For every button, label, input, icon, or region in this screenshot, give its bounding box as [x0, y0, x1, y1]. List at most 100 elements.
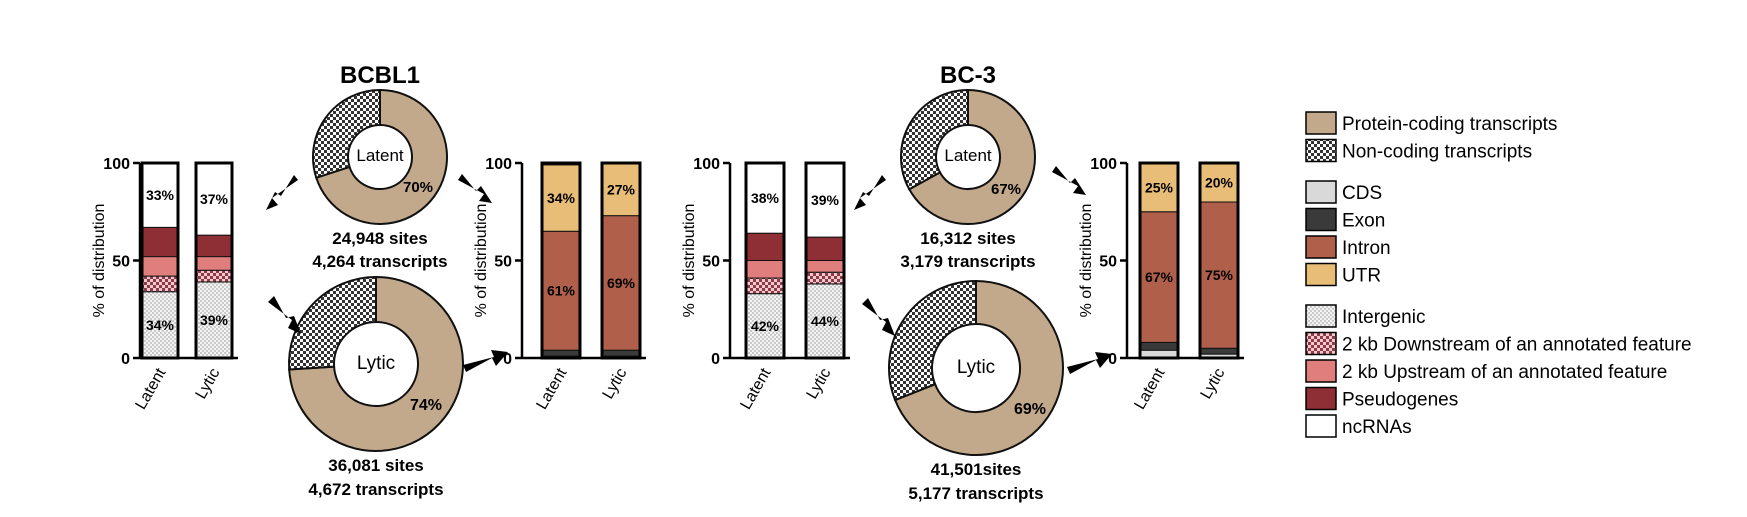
- bar-segment: [541, 164, 581, 232]
- bar-segment: [195, 234, 233, 258]
- legend-label: 2 kb Downstream of an annotated feature: [1342, 335, 1692, 356]
- bar-segment: [141, 256, 179, 277]
- site-count: 24,948 sites: [332, 229, 427, 248]
- donut-center-label: Latent: [356, 146, 404, 165]
- panel-bcbl1: BCBL1 34% 33% Latent 39% 37% Lytic 0 50 100 % of …: [91, 62, 646, 499]
- data-label: 38%: [751, 190, 780, 206]
- panel-title: BC-3: [940, 62, 996, 89]
- legend-label: Protein-coding transcripts: [1342, 114, 1557, 135]
- legend-swatch: [1305, 180, 1337, 204]
- data-label: 27%: [607, 181, 636, 197]
- legend-label: ncRNAs: [1342, 417, 1412, 438]
- panel-title: BCBL1: [340, 62, 420, 89]
- y-tick-label: 0: [711, 351, 720, 368]
- stacked-bar-chart: 67% 25% Latent 75% 20% Lytic 0 50 100 % of distri…: [1078, 156, 1244, 413]
- donut-center-label: Latent: [944, 146, 992, 165]
- legend-swatch: [1305, 414, 1337, 438]
- bar-segment: [141, 291, 179, 359]
- site-count: 41,501sites: [931, 460, 1022, 479]
- y-axis-label: % of distribution: [91, 204, 108, 318]
- transcript-count: 4,264 transcripts: [312, 252, 447, 271]
- data-label: 34%: [146, 317, 175, 333]
- legend-label: CDS: [1342, 183, 1382, 204]
- arrow-icon: [1067, 352, 1112, 374]
- donut-slice-non-coding: [312, 88, 381, 179]
- donut-chart-latent: Latent 70%: [312, 88, 448, 225]
- y-tick-label: 100: [485, 156, 512, 173]
- donut-pct-label: 70%: [403, 179, 433, 196]
- category-tick-label: Latent: [132, 365, 169, 413]
- y-tick-label: 100: [693, 156, 720, 173]
- y-tick-label: 50: [112, 254, 130, 271]
- legend-label: 2 kb Upstream of an annotated feature: [1342, 362, 1667, 383]
- bar-segment: [805, 283, 845, 359]
- panel-bc3: BC-3 42% 38% Latent 44% 39% Lytic 0 50 100 % of d…: [681, 62, 1244, 503]
- y-tick-label: 100: [103, 156, 130, 173]
- legend-label: Pseudogenes: [1342, 390, 1458, 411]
- y-tick-label: 50: [494, 254, 512, 271]
- y-axis-label: % of distribution: [473, 204, 490, 318]
- bar-segment: [805, 162, 845, 238]
- bar-segment: [601, 162, 641, 217]
- category-tick-label: Lytic: [1198, 366, 1229, 402]
- donut-center-label: Lytic: [357, 353, 395, 374]
- donut-pct-label: 69%: [1014, 401, 1046, 418]
- data-label: 61%: [547, 283, 576, 299]
- donut-pct-label: 67%: [991, 181, 1021, 198]
- donut-chart-lytic: Lytic 74%: [288, 275, 464, 452]
- bar-segment: [195, 269, 233, 283]
- bar-segment: [745, 277, 785, 295]
- bar-segment: [141, 275, 179, 293]
- legend-label: Exon: [1342, 211, 1385, 232]
- donut-slice-non-coding: [900, 88, 969, 191]
- category-tick-label: Lytic: [600, 366, 631, 402]
- category-tick-label: Lytic: [804, 366, 835, 402]
- data-label: 25%: [1145, 179, 1174, 195]
- data-label: 20%: [1205, 175, 1234, 191]
- bar-segment: [601, 215, 641, 351]
- donut-chart-lytic: Lytic 69%: [888, 279, 1064, 456]
- y-tick-label: 50: [702, 254, 720, 271]
- donut-slice-non-coding: [888, 279, 977, 402]
- donut-center-label: Lytic: [957, 357, 995, 378]
- data-label: 67%: [1145, 269, 1174, 285]
- arrow-icon: [854, 175, 886, 210]
- arrow-icon: [268, 296, 301, 334]
- legend: Protein-coding transcripts Non-coding tra…: [1305, 111, 1692, 438]
- bar-segment: [1199, 347, 1239, 355]
- data-label: 37%: [200, 191, 229, 207]
- stacked-bar-chart: 61% 34% Latent 69% 27% Lytic 0 50 100 % of distri…: [473, 156, 646, 413]
- legend-swatch: [1305, 111, 1337, 135]
- y-tick-label: 0: [1108, 351, 1117, 368]
- donut-slice-protein-coding: [907, 88, 1036, 225]
- arrow-icon: [266, 175, 298, 210]
- y-tick-label: 100: [1090, 156, 1117, 173]
- bar-segment: [805, 260, 845, 273]
- arrow-icon: [458, 174, 492, 203]
- bar-segment: [195, 256, 233, 271]
- data-label: 69%: [607, 275, 636, 291]
- legend-swatch: [1305, 331, 1337, 356]
- legend-label: Non-coding transcripts: [1342, 142, 1532, 163]
- data-label: 39%: [200, 312, 229, 328]
- bar-segment: [141, 162, 179, 228]
- legend-swatch: [1305, 235, 1337, 259]
- bar-segment: [745, 260, 785, 279]
- legend-label: Intergenic: [1342, 307, 1425, 328]
- category-tick-label: Latent: [737, 365, 774, 413]
- stacked-bar-chart: 42% 38% Latent 44% 39% Lytic 0 50 100 % of distri…: [681, 156, 850, 413]
- y-axis-label: % of distribution: [1078, 204, 1095, 318]
- legend-swatch: [1305, 262, 1337, 287]
- data-label: 75%: [1205, 267, 1234, 283]
- transcript-count: 4,672 transcripts: [308, 480, 443, 499]
- arrow-icon: [862, 298, 895, 336]
- data-label: 39%: [811, 192, 840, 208]
- category-tick-label: Latent: [1131, 365, 1168, 413]
- category-tick-label: Lytic: [193, 366, 224, 402]
- transcript-count: 5,177 transcripts: [908, 484, 1043, 503]
- site-count: 16,312 sites: [920, 229, 1015, 248]
- legend-swatch: [1305, 359, 1337, 383]
- y-axis-label: % of distribution: [681, 204, 698, 318]
- stacked-bar-chart: 34% 33% Latent 39% 37% Lytic 0 50 100 % of distri…: [91, 156, 238, 413]
